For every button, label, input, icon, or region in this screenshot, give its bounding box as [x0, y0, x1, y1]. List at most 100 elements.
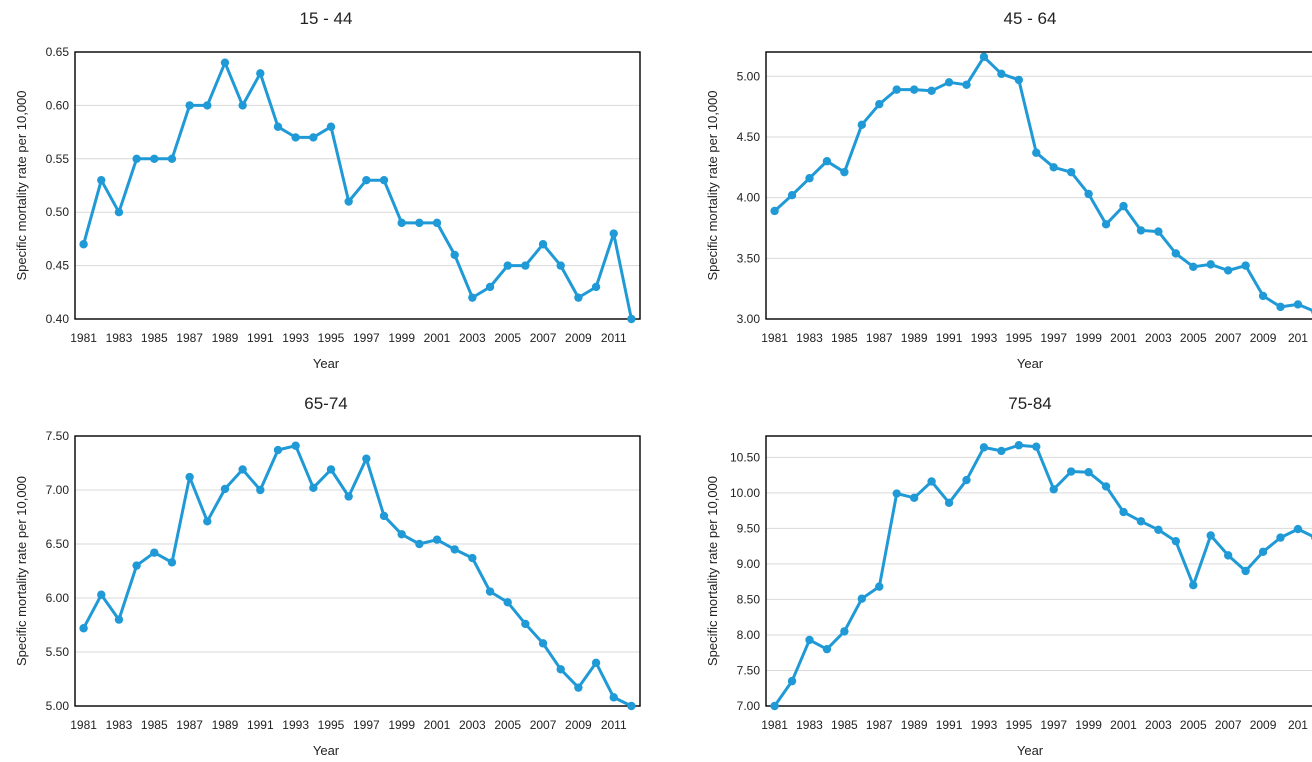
data-point — [1049, 163, 1058, 172]
x-tick-label: 1981 — [70, 331, 97, 345]
data-point — [1101, 482, 1111, 491]
data-point — [362, 175, 371, 185]
x-tick-label: 1997 — [353, 331, 380, 345]
y-tick-label: 6.50 — [46, 537, 70, 551]
data-point — [432, 218, 442, 228]
y-tick-label: 0.40 — [46, 312, 70, 326]
x-tick-label: 2009 — [565, 331, 592, 345]
x-tick-label: 1999 — [388, 718, 415, 732]
data-point — [238, 101, 247, 110]
data-point — [132, 154, 141, 163]
data-point — [909, 493, 919, 503]
y-tick-label: 8.00 — [737, 628, 761, 642]
chart-title: 45 - 64 — [1004, 9, 1057, 28]
plot-area — [765, 435, 1312, 707]
x-tick-label: 1981 — [761, 331, 788, 345]
x-tick-label: 2009 — [565, 718, 592, 732]
x-tick-label: 2001 — [424, 331, 451, 345]
x-tick-label: 1993 — [282, 331, 309, 345]
x-tick-label: 2003 — [1145, 718, 1172, 732]
data-point — [309, 133, 318, 142]
data-point — [273, 445, 283, 455]
series-line — [82, 61, 633, 320]
chart-panel-3: 65-74 5.00 5.50 6.00 6.50 7.00 7.50 1981 1983 198… — [14, 394, 641, 758]
x-tick-label: 1993 — [971, 718, 998, 732]
data-point — [1032, 148, 1041, 157]
data-point — [1276, 533, 1285, 542]
data-point — [997, 69, 1006, 79]
data-point — [927, 477, 936, 486]
data-point — [1084, 189, 1093, 199]
data-point — [1293, 524, 1303, 534]
plot-area — [765, 51, 1312, 320]
chart-title: 75-84 — [1008, 394, 1051, 413]
data-point — [238, 465, 247, 474]
chart-panel-1: 15 - 44 0.40 0.45 0.50 0.55 0.60 0.65 1981 1983 1… — [14, 9, 641, 371]
x-tick-label: 1991 — [247, 718, 274, 732]
x-tick-label: 2003 — [459, 718, 486, 732]
y-tick-label: 0.55 — [46, 152, 70, 166]
data-point — [1276, 302, 1285, 312]
y-axis-label: Specific mortality rate per 10,000 — [705, 90, 720, 280]
data-point — [1241, 261, 1250, 270]
y-tick-label: 4.50 — [737, 130, 761, 144]
x-tick-label: 1997 — [353, 718, 380, 732]
y-tick-label: 7.00 — [46, 483, 70, 497]
data-point — [291, 133, 300, 142]
data-point — [1241, 566, 1250, 576]
x-tick-label: 1985 — [831, 718, 858, 732]
x-tick-label: 2007 — [1215, 331, 1242, 345]
data-point — [1136, 517, 1146, 526]
data-point — [787, 676, 797, 686]
y-tick-label: 3.50 — [737, 251, 761, 265]
x-tick-label: 2005 — [494, 331, 521, 345]
data-point — [538, 639, 548, 648]
data-point — [997, 446, 1006, 456]
data-point — [415, 539, 424, 549]
y-tick-label: 3.00 — [737, 312, 761, 326]
data-point — [627, 701, 636, 711]
data-point — [256, 69, 265, 78]
x-tick-label: 1989 — [901, 331, 928, 345]
x-tick-label: 1983 — [796, 331, 823, 345]
x-tick-label: 2001 — [1110, 331, 1137, 345]
data-point — [1014, 441, 1024, 450]
data-point — [220, 484, 230, 494]
x-axis-label: Year — [313, 743, 340, 758]
data-point — [805, 635, 814, 645]
x-axis-label: Year — [1017, 743, 1044, 758]
data-point — [609, 693, 618, 702]
chart-title: 65-74 — [304, 394, 347, 413]
data-point — [627, 314, 636, 324]
data-point — [1154, 227, 1163, 236]
y-tick-label: 0.65 — [46, 45, 70, 59]
data-point — [485, 282, 495, 292]
data-point — [503, 598, 512, 607]
data-point — [1154, 525, 1163, 534]
data-point — [1066, 167, 1076, 177]
data-point — [203, 517, 212, 526]
y-tick-label: 7.50 — [737, 663, 761, 677]
data-point — [1119, 507, 1128, 517]
y-tick-label: 0.50 — [46, 205, 70, 219]
data-point — [1223, 266, 1233, 275]
data-point — [1171, 536, 1181, 546]
data-point — [309, 483, 318, 493]
data-point — [326, 122, 336, 131]
data-point — [591, 282, 601, 292]
data-point — [857, 120, 867, 130]
y-tick-label: 9.50 — [737, 521, 761, 535]
x-tick-label: 1987 — [176, 331, 203, 345]
data-point — [432, 535, 442, 544]
x-tick-label: 2011 — [601, 331, 627, 345]
data-point — [132, 561, 141, 570]
y-tick-label: 4.00 — [737, 191, 761, 205]
plot-area — [74, 51, 641, 320]
data-point — [840, 167, 849, 177]
x-tick-label: 1985 — [141, 718, 168, 732]
x-tick-label: 1999 — [388, 331, 415, 345]
data-point — [256, 485, 265, 495]
x-tick-label: 1997 — [1040, 331, 1067, 345]
x-tick-label: 1989 — [901, 718, 928, 732]
